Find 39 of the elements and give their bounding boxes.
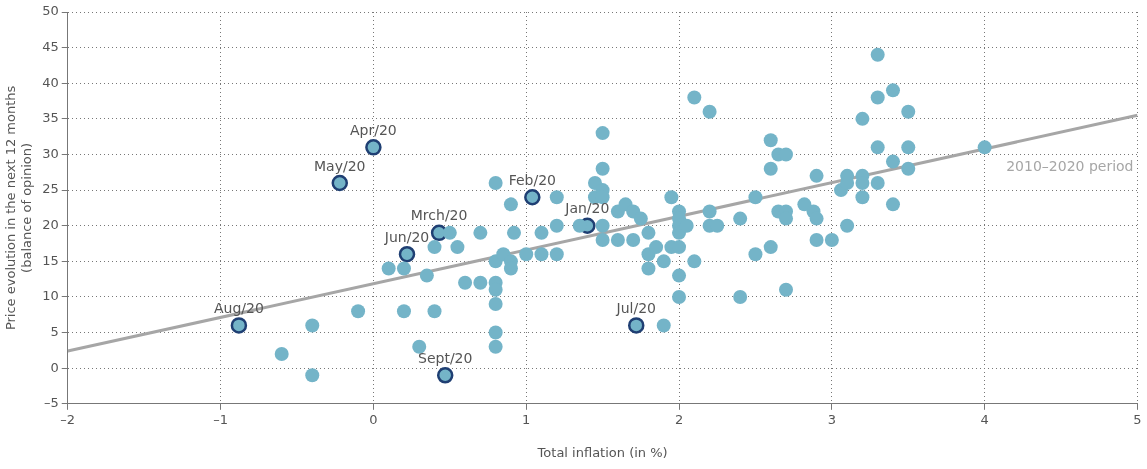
x-axis-title: Total inflation (in %) <box>536 444 668 460</box>
annotation: Mrch/20 <box>410 207 468 224</box>
x-tick-label: 5 <box>1133 411 1142 427</box>
y-tick-label: 5 <box>50 323 59 339</box>
x-tick-label: –2 <box>60 411 76 427</box>
y-tick-label: 35 <box>42 110 59 126</box>
point <box>365 139 382 156</box>
annotation: Feb/20 <box>508 171 556 188</box>
point <box>524 188 541 206</box>
y-tick-label: 30 <box>42 145 59 161</box>
x-tick-label: 0 <box>369 411 378 427</box>
point <box>627 317 645 334</box>
point <box>398 245 416 263</box>
annotation: Sept/20 <box>418 349 473 366</box>
annotation: Jul/20 <box>615 300 656 317</box>
y-tick-label: 45 <box>42 38 59 54</box>
x-tick-label: 3 <box>827 411 836 427</box>
annotation: Jan/20 <box>564 200 610 217</box>
annotation: Apr/20 <box>350 121 397 138</box>
annotation: Aug/20 <box>213 300 264 317</box>
annotation: May/20 <box>314 157 366 174</box>
y-tick-label: 40 <box>42 74 59 90</box>
y-tick-label: 10 <box>42 288 59 304</box>
annotation: Jun/20 <box>383 228 430 245</box>
x-tick-label: 1 <box>522 411 531 427</box>
point <box>436 367 454 384</box>
point <box>331 174 349 192</box>
y-tick-label: 15 <box>42 252 59 268</box>
y-axis-title: Price evolution in the next 12 months (balance of opinion) <box>3 85 34 331</box>
y-tick-label: 25 <box>42 181 59 197</box>
x-tick-label: –1 <box>213 411 228 427</box>
y-tick-label: 50 <box>42 3 59 19</box>
x-tick-label: 2 <box>674 411 684 427</box>
y-tick-label: –5 <box>43 395 59 411</box>
x-tick-label: 4 <box>980 411 989 427</box>
y-tick-label: 20 <box>42 217 59 233</box>
point <box>230 317 248 334</box>
series-label: 2010–2020 period <box>1006 157 1134 174</box>
y-tick-label: 0 <box>50 359 59 375</box>
